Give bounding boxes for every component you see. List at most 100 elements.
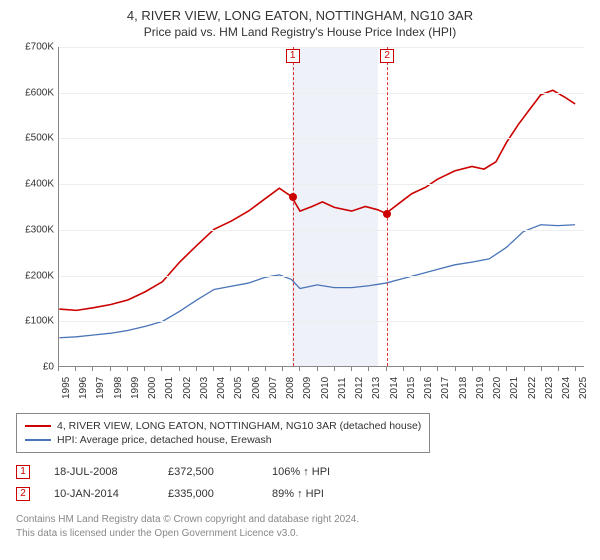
x-tick-label: 2007 <box>268 377 279 399</box>
y-tick-label: £200K <box>25 270 54 281</box>
y-tick-label: £500K <box>25 133 54 144</box>
x-tick-label: 2009 <box>302 377 313 399</box>
gridline <box>59 184 584 185</box>
x-tick-mark <box>524 367 525 371</box>
x-tick-mark <box>265 367 266 371</box>
sale-marker-box: 2 <box>380 49 394 63</box>
x-tick-mark <box>317 367 318 371</box>
x-tick-mark <box>351 367 352 371</box>
x-tick-mark <box>75 367 76 371</box>
x-tick-label: 2005 <box>233 377 244 399</box>
x-tick-label: 1995 <box>61 377 72 399</box>
x-tick-label: 2024 <box>561 377 572 399</box>
x-tick-label: 2001 <box>164 377 175 399</box>
line-svg <box>59 47 584 366</box>
sales-pct: 106% ↑ HPI <box>272 466 372 478</box>
sales-pct: 89% ↑ HPI <box>272 488 372 500</box>
sales-price: £372,500 <box>168 466 248 478</box>
x-tick-mark <box>472 367 473 371</box>
x-tick-label: 2013 <box>371 377 382 399</box>
x-tick-label: 2021 <box>509 377 520 399</box>
y-tick-label: £700K <box>25 42 54 53</box>
x-tick-label: 2022 <box>527 377 538 399</box>
sale-dash <box>293 47 294 366</box>
legend-swatch <box>25 439 51 441</box>
x-tick-mark <box>58 367 59 371</box>
legend-item: HPI: Average price, detached house, Erew… <box>25 433 421 447</box>
x-tick-mark <box>213 367 214 371</box>
x-tick-label: 2020 <box>492 377 503 399</box>
x-tick-mark <box>144 367 145 371</box>
gridline <box>59 47 584 48</box>
x-tick-label: 2017 <box>440 377 451 399</box>
x-tick-label: 1999 <box>130 377 141 399</box>
chart-container: 4, RIVER VIEW, LONG EATON, NOTTINGHAM, N… <box>0 0 600 550</box>
sales-row: 2 10-JAN-2014 £335,000 89% ↑ HPI <box>16 483 584 505</box>
x-tick-mark <box>575 367 576 371</box>
sales-date: 10-JAN-2014 <box>54 488 144 500</box>
x-tick-label: 2019 <box>475 377 486 399</box>
gridline <box>59 230 584 231</box>
x-tick-label: 2023 <box>544 377 555 399</box>
x-tick-mark <box>334 367 335 371</box>
x-tick-label: 2006 <box>251 377 262 399</box>
footer: Contains HM Land Registry data © Crown c… <box>16 513 584 540</box>
legend-label: 4, RIVER VIEW, LONG EATON, NOTTINGHAM, N… <box>57 420 421 432</box>
x-tick-label: 1996 <box>78 377 89 399</box>
sales-marker: 2 <box>16 487 30 501</box>
x-tick-mark <box>558 367 559 371</box>
x-tick-label: 1998 <box>113 377 124 399</box>
x-tick-label: 2012 <box>354 377 365 399</box>
plot-area: 12 <box>58 47 584 367</box>
gridline <box>59 138 584 139</box>
x-tick-mark <box>248 367 249 371</box>
footer-line2: This data is licensed under the Open Gov… <box>16 527 584 541</box>
x-tick-mark <box>196 367 197 371</box>
legend-swatch <box>25 425 51 427</box>
x-tick-label: 2018 <box>458 377 469 399</box>
sales-date: 18-JUL-2008 <box>54 466 144 478</box>
gridline <box>59 321 584 322</box>
x-tick-label: 2008 <box>285 377 296 399</box>
y-tick-label: £300K <box>25 224 54 235</box>
sales-table: 1 18-JUL-2008 £372,500 106% ↑ HPI 2 10-JAN-20… <box>16 461 584 505</box>
x-tick-mark <box>299 367 300 371</box>
x-tick-label: 2014 <box>389 377 400 399</box>
gridline <box>59 93 584 94</box>
x-tick-mark <box>92 367 93 371</box>
x-tick-label: 2025 <box>578 377 589 399</box>
x-tick-label: 2000 <box>147 377 158 399</box>
x-tick-label: 2002 <box>182 377 193 399</box>
gridline <box>59 276 584 277</box>
legend-item: 4, RIVER VIEW, LONG EATON, NOTTINGHAM, N… <box>25 419 421 433</box>
x-tick-mark <box>386 367 387 371</box>
x-tick-mark <box>420 367 421 371</box>
x-tick-label: 2010 <box>320 377 331 399</box>
footer-line1: Contains HM Land Registry data © Crown c… <box>16 513 584 527</box>
x-tick-label: 2016 <box>423 377 434 399</box>
y-tick-label: £0 <box>43 362 54 373</box>
x-tick-mark <box>506 367 507 371</box>
sale-dot <box>383 210 391 218</box>
sales-price: £335,000 <box>168 488 248 500</box>
x-tick-mark <box>110 367 111 371</box>
x-tick-label: 2015 <box>406 377 417 399</box>
chart-area: £0£100K£200K£300K£400K£500K£600K£700K 12… <box>16 47 584 407</box>
x-tick-mark <box>368 367 369 371</box>
chart-subtitle: Price paid vs. HM Land Registry's House … <box>16 25 584 39</box>
sales-marker: 1 <box>16 465 30 479</box>
x-tick-mark <box>230 367 231 371</box>
x-tick-mark <box>489 367 490 371</box>
chart-title: 4, RIVER VIEW, LONG EATON, NOTTINGHAM, N… <box>16 8 584 23</box>
series-price_paid <box>59 90 575 310</box>
x-tick-mark <box>179 367 180 371</box>
x-tick-mark <box>437 367 438 371</box>
x-tick-mark <box>541 367 542 371</box>
legend-label: HPI: Average price, detached house, Erew… <box>57 434 272 446</box>
x-tick-mark <box>455 367 456 371</box>
x-tick-mark <box>127 367 128 371</box>
legend: 4, RIVER VIEW, LONG EATON, NOTTINGHAM, N… <box>16 413 430 453</box>
x-tick-label: 2011 <box>337 377 348 399</box>
x-tick-mark <box>161 367 162 371</box>
x-tick-mark <box>282 367 283 371</box>
